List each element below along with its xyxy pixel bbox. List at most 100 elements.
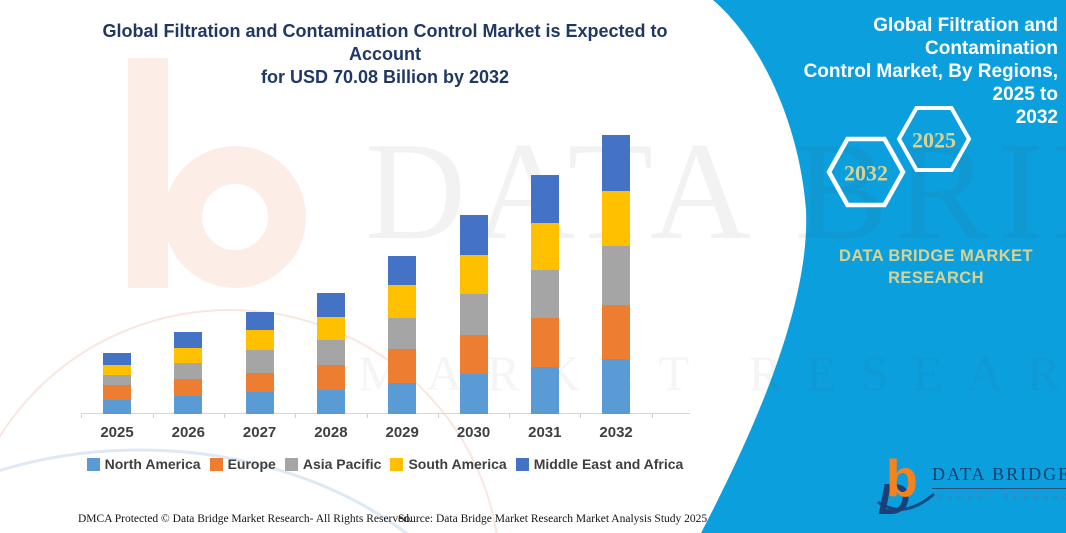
legend-label: Asia Pacific bbox=[302, 456, 382, 472]
legend-label: North America bbox=[104, 456, 201, 472]
x-axis-tick bbox=[223, 414, 225, 418]
legend-item-europe: Europe bbox=[209, 456, 276, 472]
bar-segment-europe bbox=[174, 378, 203, 397]
x-axis-tick bbox=[651, 414, 653, 418]
banner-title-line3: 2032 bbox=[1015, 107, 1058, 128]
bar-segment-europe bbox=[459, 334, 488, 374]
watermark-arc-pink-icon bbox=[0, 309, 498, 533]
bar-segment-asia-pacific bbox=[388, 317, 417, 349]
banner-title-line1: Global Filtration and Contamination bbox=[873, 15, 1058, 59]
footer-dmca-text: DMCA Protected © Data Bridge Market Rese… bbox=[78, 513, 412, 525]
x-axis-label: 2026 bbox=[171, 424, 205, 441]
chart-title-line1: Global Filtration and Contamination Cont… bbox=[102, 21, 668, 64]
x-axis-label: 2030 bbox=[456, 424, 491, 441]
dbmr-logo-icon: D b bbox=[877, 450, 935, 520]
watermark-b-bowl-icon bbox=[164, 146, 306, 288]
hexagon-2025-label: 2025 bbox=[912, 128, 956, 153]
bar-segment-asia-pacific bbox=[530, 270, 559, 319]
legend-swatch-icon bbox=[284, 457, 298, 471]
x-axis-label: 2031 bbox=[528, 424, 562, 441]
x-axis-tick bbox=[152, 414, 154, 418]
bar-segment-europe bbox=[103, 384, 131, 401]
watermark-b-stem-icon bbox=[128, 58, 168, 288]
x-axis-label: 2029 bbox=[385, 424, 419, 441]
bar-segment-asia-pacific bbox=[602, 246, 631, 305]
bar-segment-europe bbox=[316, 364, 345, 390]
bar-segment-north-america bbox=[103, 400, 131, 414]
bar-segment-south-america bbox=[245, 329, 274, 350]
bar-segment-north-america bbox=[245, 392, 274, 414]
x-axis-label: 2032 bbox=[599, 424, 633, 441]
bar-segment-europe bbox=[245, 372, 274, 393]
x-axis-label: 2027 bbox=[242, 424, 277, 441]
chart-title: Global Filtration and Contamination Cont… bbox=[83, 20, 687, 89]
x-axis-tick bbox=[366, 414, 368, 418]
legend-label: South America bbox=[408, 456, 507, 472]
banner-title-line2: Control Market, By Regions, 2025 to bbox=[803, 61, 1058, 105]
banner-brand-line1: DATA BRIDGE MARKET bbox=[839, 247, 1033, 265]
bar-segment-asia-pacific bbox=[316, 340, 345, 365]
banner-title: Global Filtration and Contamination Cont… bbox=[758, 14, 1058, 129]
dbmr-logo-subtitle: MARKET RESEARCH bbox=[936, 493, 1066, 502]
chart-title-line2: for USD 70.08 Billion by 2032 bbox=[260, 67, 510, 87]
banner-brand-line2: RESEARCH bbox=[888, 269, 984, 287]
dbmr-logo-d-icon: D bbox=[878, 475, 910, 520]
legend-swatch-icon bbox=[209, 457, 223, 471]
x-axis-label: 2025 bbox=[100, 424, 134, 441]
bar-segment-south-america bbox=[459, 254, 488, 294]
x-axis-tick bbox=[437, 414, 439, 418]
x-axis-tick bbox=[509, 414, 511, 418]
bar-segment-south-america bbox=[174, 347, 203, 364]
legend-item-asia-pacific: Asia Pacific bbox=[284, 456, 382, 472]
hexagon-2032-label: 2032 bbox=[844, 161, 888, 186]
x-axis-line bbox=[81, 413, 690, 414]
bar-segment-europe bbox=[530, 318, 559, 367]
bar-segment-asia-pacific bbox=[245, 349, 274, 373]
bar-segment-europe bbox=[388, 348, 417, 383]
bar-segment-middle-east-and-africa bbox=[174, 331, 203, 348]
bar-segment-south-america bbox=[103, 365, 131, 375]
dbmr-logo-name: DATA BRIDGE bbox=[932, 464, 1066, 489]
bar-segment-south-america bbox=[530, 223, 559, 271]
x-axis-tick bbox=[580, 414, 582, 418]
bar-segment-north-america bbox=[602, 358, 631, 414]
legend-swatch-icon bbox=[86, 457, 100, 471]
legend-item-south-america: South America bbox=[390, 456, 507, 472]
hexagon-2025-icon bbox=[896, 106, 972, 172]
bar-segment-middle-east-and-africa bbox=[103, 353, 131, 366]
footer-source-text: Source: Data Bridge Market Research Mark… bbox=[398, 513, 708, 525]
bar-segment-middle-east-and-africa bbox=[459, 214, 488, 255]
legend-label: Middle East and Africa bbox=[533, 456, 684, 472]
bar-segment-middle-east-and-africa bbox=[530, 175, 559, 224]
dbmr-logo-swoosh-icon bbox=[877, 492, 935, 511]
bar-segment-north-america bbox=[174, 396, 203, 414]
x-axis-tick bbox=[81, 414, 83, 418]
legend-swatch-icon bbox=[515, 457, 529, 471]
bar-segment-north-america bbox=[530, 366, 559, 414]
bar-segment-middle-east-and-africa bbox=[245, 312, 274, 330]
legend-label: Europe bbox=[227, 456, 276, 472]
x-axis-label: 2028 bbox=[314, 424, 348, 441]
legend-item-middle-east-and-africa: Middle East and Africa bbox=[515, 456, 684, 472]
dbmr-logo-b-icon: b bbox=[886, 450, 918, 508]
bar-segment-south-america bbox=[602, 191, 631, 247]
bar-segment-north-america bbox=[316, 389, 345, 414]
bar-segment-middle-east-and-africa bbox=[316, 292, 345, 318]
hexagon-2032-icon bbox=[826, 136, 906, 208]
legend-swatch-icon bbox=[390, 457, 404, 471]
bar-segment-asia-pacific bbox=[174, 363, 203, 379]
bar-segment-south-america bbox=[388, 284, 417, 318]
bar-segment-north-america bbox=[459, 373, 488, 414]
bar-segment-asia-pacific bbox=[459, 293, 488, 335]
banner-curve-icon bbox=[701, 0, 1066, 533]
banner-brand-text: DATA BRIDGE MARKET RESEARCH bbox=[820, 245, 1052, 289]
watermark-arc-blue-icon bbox=[0, 448, 409, 533]
chart-legend: North America Europe Asia Pacific South Ame… bbox=[63, 456, 707, 472]
bar-segment-south-america bbox=[316, 317, 345, 341]
bar-segment-north-america bbox=[388, 382, 417, 414]
